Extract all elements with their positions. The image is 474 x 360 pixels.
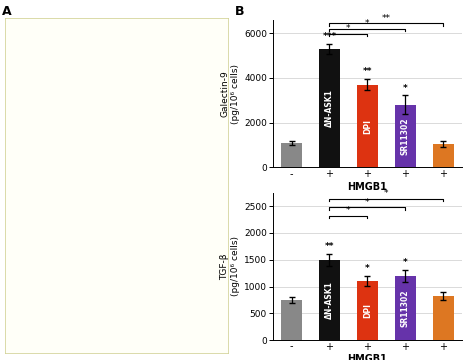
X-axis label: HMGB1: HMGB1 (347, 181, 387, 192)
Bar (281, 143, 302, 167)
Text: *: * (365, 198, 370, 207)
Bar (281, 300, 302, 340)
Y-axis label: Galectin-9
(pg/10⁶ cells): Galectin-9 (pg/10⁶ cells) (220, 64, 240, 123)
Bar (433, 144, 454, 167)
Bar (357, 85, 378, 167)
Bar (433, 296, 454, 340)
Text: *: * (403, 258, 408, 267)
Text: **: ** (363, 67, 372, 76)
Text: **: ** (382, 14, 391, 23)
Text: *: * (403, 84, 408, 93)
Text: ΔN-ASK1: ΔN-ASK1 (325, 89, 334, 127)
Text: DPI: DPI (363, 303, 372, 318)
Text: ***: *** (322, 32, 337, 41)
Text: *: * (365, 264, 370, 273)
Text: *: * (365, 19, 370, 28)
Text: SR11302: SR11302 (401, 117, 410, 155)
Text: **: ** (325, 242, 334, 251)
Bar (357, 281, 378, 340)
Bar (395, 276, 416, 340)
Text: ΔN-ASK1: ΔN-ASK1 (325, 281, 334, 319)
Text: *: * (384, 189, 389, 198)
Text: B: B (235, 5, 244, 18)
Bar (319, 49, 340, 167)
Text: A: A (2, 5, 12, 18)
Text: SR11302: SR11302 (401, 289, 410, 327)
X-axis label: HMGB1: HMGB1 (347, 354, 387, 360)
Text: *: * (346, 207, 351, 216)
Text: DPI: DPI (363, 118, 372, 134)
Bar (395, 105, 416, 167)
Bar (319, 260, 340, 340)
Text: *: * (346, 24, 351, 33)
Y-axis label: TGF-β
(pg/10⁶ cells): TGF-β (pg/10⁶ cells) (220, 237, 240, 296)
